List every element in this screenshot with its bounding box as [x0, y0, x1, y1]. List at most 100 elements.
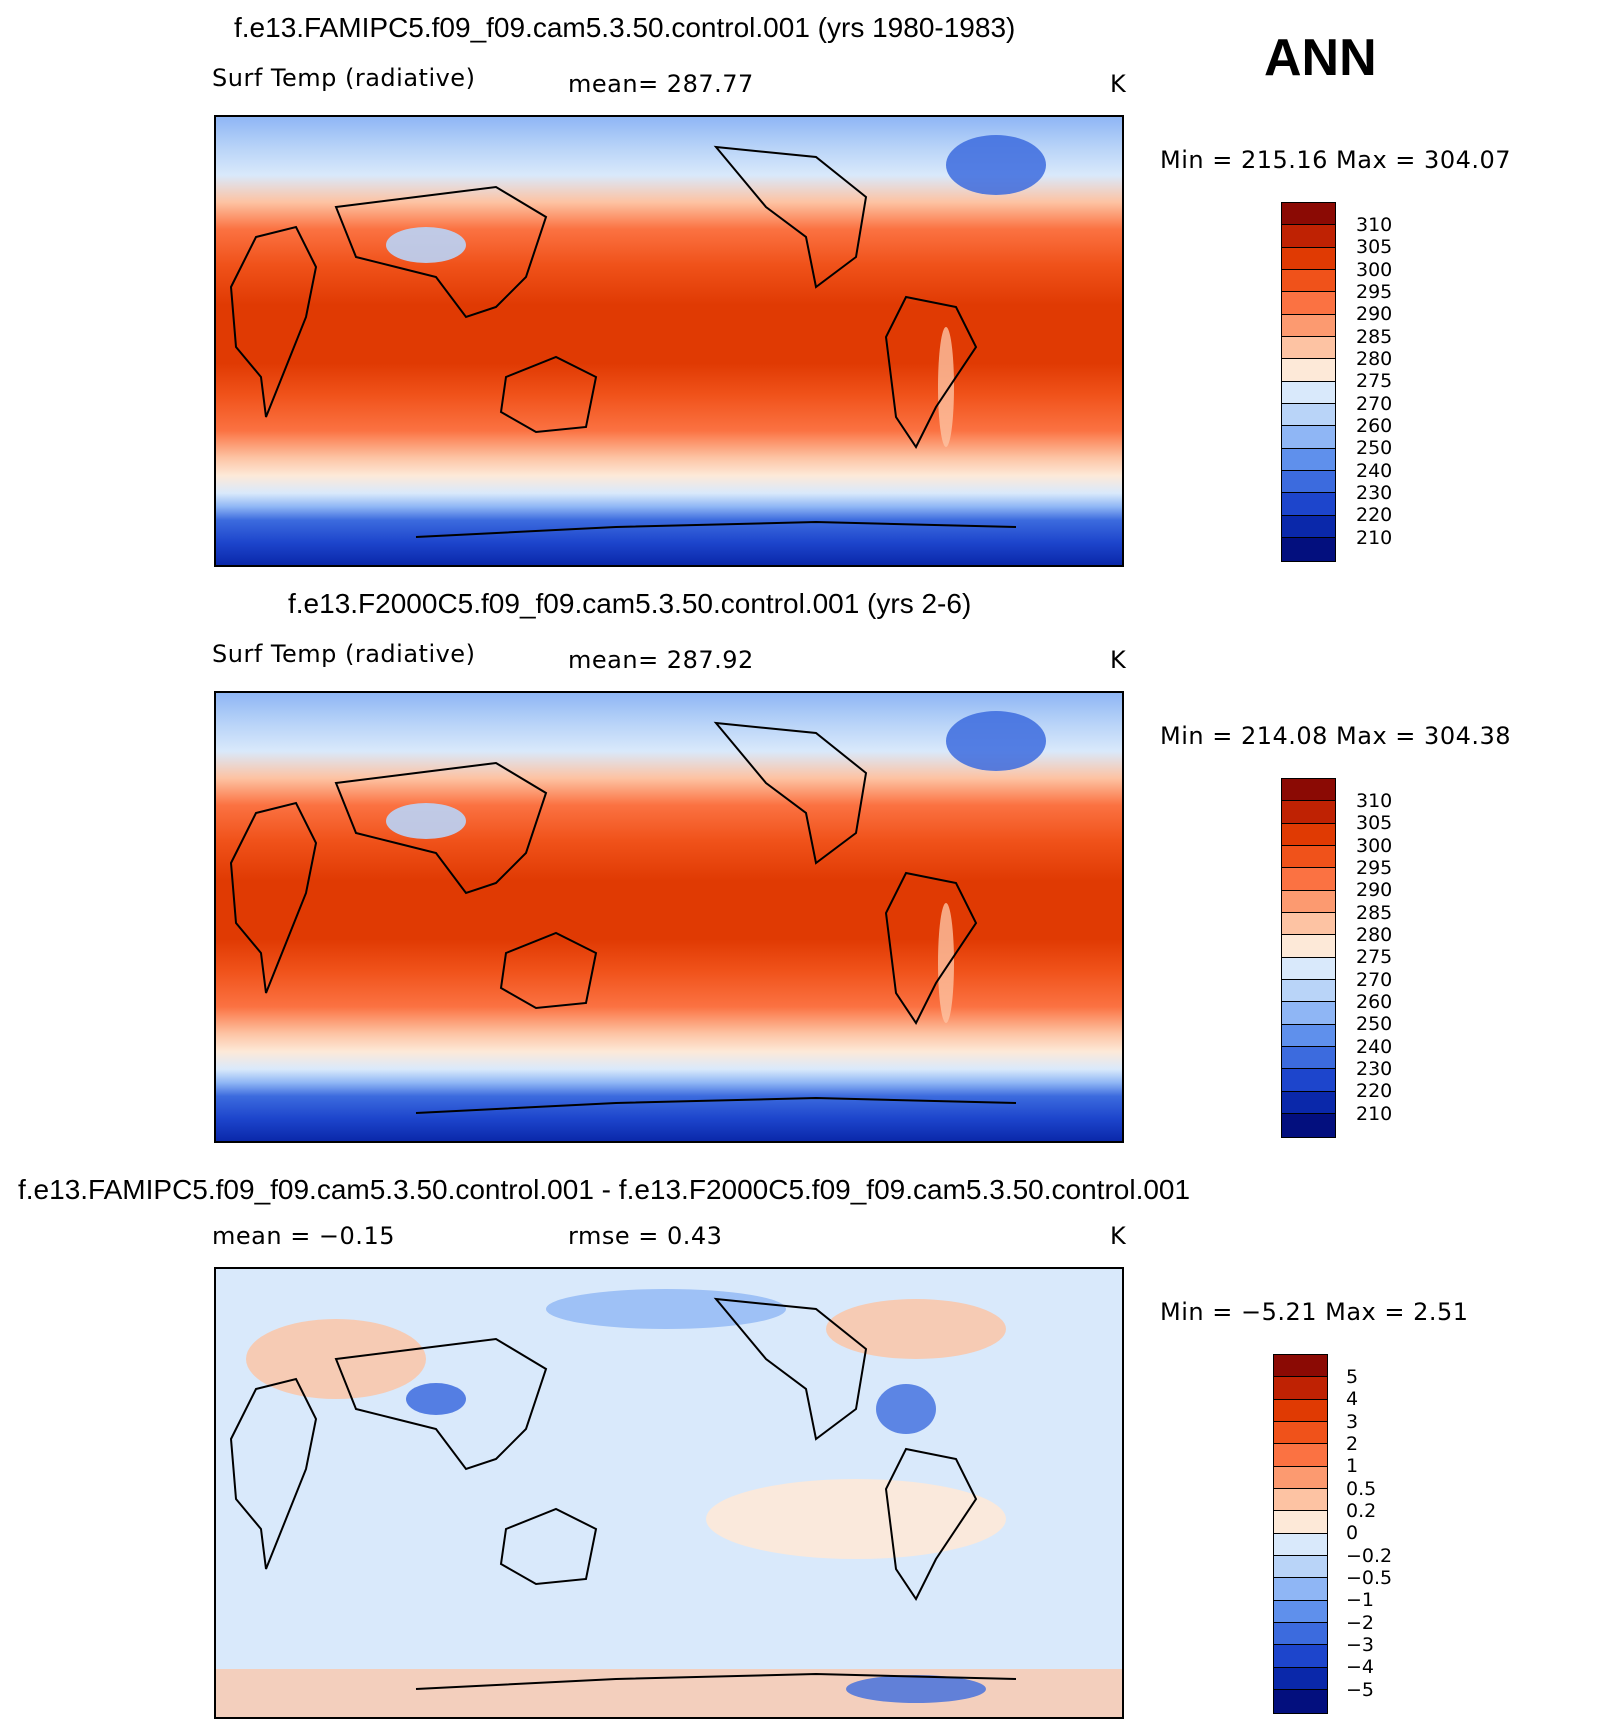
panel1-tick-15: 210	[1356, 527, 1393, 549]
panel1-colorbar-swatch-10	[1282, 404, 1335, 427]
panel1-colorbar-swatch-16	[1282, 538, 1335, 561]
panel3-colorbar-swatch-10	[1274, 1556, 1327, 1579]
panel3-cold-weddell	[846, 1675, 986, 1703]
panel2-field	[216, 693, 1122, 1141]
panel2-asia-coast	[334, 761, 548, 895]
panel3-colorbar-swatch-13	[1274, 1623, 1327, 1646]
panel3-map	[214, 1267, 1124, 1719]
panel2-tick-15: 210	[1356, 1103, 1393, 1125]
panel1-tick-12: 240	[1356, 460, 1393, 482]
panel2-andes	[938, 903, 954, 1023]
panel3-tick-7: 0.2	[1346, 1500, 1377, 1522]
panel1-variable-label: Surf Temp (radiative)	[212, 64, 476, 92]
panel3-colorbar-swatch-15	[1274, 1667, 1327, 1691]
panel3-warm-canada	[826, 1299, 1006, 1359]
panel3-south-america-coast	[884, 1447, 978, 1601]
panel3-cold-us	[876, 1384, 936, 1434]
panel2-colorbar-swatch-5	[1282, 868, 1335, 891]
panel2-mean-label: mean= 287.92	[568, 646, 754, 674]
panel3-title: f.e13.FAMIPC5.f09_f09.cam5.3.50.control.…	[18, 1174, 1191, 1205]
panel1-greenland-cold	[946, 135, 1046, 195]
panel3-tick-14: −4	[1346, 1656, 1375, 1678]
panel1-colorbar-swatch-13	[1282, 471, 1335, 494]
panel2-tick-7: 280	[1356, 924, 1393, 946]
panel1-units-label: K	[1110, 70, 1127, 98]
panel3-mean-label: mean = −0.15	[212, 1222, 395, 1250]
panel1-colorbar-swatch-6	[1282, 314, 1335, 338]
panel2-australia-coast	[499, 931, 598, 1010]
panel1-map-svg	[216, 117, 1122, 565]
panel3-africa-coast	[229, 1377, 318, 1570]
panel2-colorbar-swatch-12	[1282, 1024, 1335, 1048]
panel1-colorbar-swatch-3	[1282, 247, 1335, 271]
panel3-colorbar-swatch-6	[1274, 1466, 1327, 1490]
panel3-tick-4: 2	[1346, 1433, 1359, 1455]
panel3-tick-11: −1	[1346, 1589, 1375, 1611]
panel2-colorbar-swatch-9	[1282, 957, 1335, 981]
panel2-coastlines	[229, 721, 1017, 1114]
panel2-colorbar-swatch-8	[1282, 935, 1335, 958]
panel3-colorbar-swatch-16	[1274, 1690, 1327, 1713]
panel3-colorbar-swatch-3	[1274, 1399, 1327, 1423]
panel2-tick-10: 260	[1356, 991, 1393, 1013]
panel2-colorbar-swatch-1	[1282, 779, 1335, 802]
panel2-colorbar-swatch-10	[1282, 980, 1335, 1003]
panel2-antarctica-coast	[415, 1096, 1017, 1114]
panel1-colorbar-swatch-4	[1282, 270, 1335, 293]
panel3-tick-5: 1	[1346, 1455, 1359, 1477]
panel2-colorbar-swatch-15	[1282, 1091, 1335, 1115]
panel3-tick-2: 4	[1346, 1388, 1359, 1410]
panel2-tick-3: 300	[1356, 835, 1393, 857]
panel3-colorbar-swatch-1	[1274, 1355, 1327, 1378]
panel3-colorbar-swatch-2	[1274, 1377, 1327, 1400]
panel2-title: f.e13.F2000C5.f09_f09.cam5.3.50.control.…	[288, 588, 972, 619]
panel3-colorbar-swatch-4	[1274, 1422, 1327, 1445]
panel2-colorbar-swatch-13	[1282, 1047, 1335, 1070]
panel3-minmax: Min = −5.21 Max = 2.51	[1160, 1298, 1469, 1326]
panel1-title: f.e13.FAMIPC5.f09_f09.cam5.3.50.control.…	[234, 12, 1016, 43]
panel2-tick-4: 295	[1356, 857, 1393, 879]
panel3-tick-12: −2	[1346, 1612, 1375, 1634]
panel3-colorbar-swatch-12	[1274, 1600, 1327, 1624]
panel2-tick-12: 240	[1356, 1036, 1393, 1058]
panel1-tick-1: 310	[1356, 214, 1393, 236]
panel2-africa-coast	[229, 801, 318, 994]
panel2-greenland-cold	[946, 711, 1046, 771]
panel1-north-america-coast	[713, 145, 868, 289]
panel1-tick-4: 295	[1356, 281, 1393, 303]
panel2-colorbar-swatch-16	[1282, 1114, 1335, 1137]
panel3-colorbar-swatch-9	[1274, 1533, 1327, 1557]
panel1-australia-coast	[499, 355, 598, 434]
panel2-tick-14: 220	[1356, 1080, 1393, 1102]
panel1-map	[214, 115, 1124, 567]
panel3-tick-13: −3	[1346, 1634, 1375, 1656]
panel2-colorbar-swatch-4	[1282, 846, 1335, 869]
panel3-cold-northpacific	[546, 1289, 786, 1329]
panel3-colorbar-swatch-8	[1274, 1511, 1327, 1534]
panel1-tick-14: 220	[1356, 504, 1393, 526]
panel3-tick-8: 0	[1346, 1522, 1359, 1544]
panel1-colorbar-swatch-9	[1282, 381, 1335, 405]
panel1-andes	[938, 327, 954, 447]
panel1-mean-label: mean= 287.77	[568, 70, 754, 98]
panel1-tick-2: 305	[1356, 236, 1393, 258]
panel3-rmse-label: rmse = 0.43	[568, 1222, 723, 1250]
panel2-tick-9: 270	[1356, 969, 1393, 991]
panel1-tick-11: 250	[1356, 437, 1393, 459]
panel1-south-america-coast	[884, 295, 978, 449]
panel1-colorbar-swatch-15	[1282, 515, 1335, 539]
panel1-africa-coast	[229, 225, 318, 418]
panel2-colorbar-swatch-3	[1282, 823, 1335, 847]
panel3-tick-9: −0.2	[1346, 1545, 1393, 1567]
panel1-tick-7: 280	[1356, 348, 1393, 370]
panel1-colorbar-swatch-11	[1282, 426, 1335, 449]
panel3-tick-15: −5	[1346, 1679, 1375, 1701]
panel3-tick-10: −0.5	[1346, 1567, 1393, 1589]
panel2-colorbar	[1281, 778, 1336, 1138]
panel3-map-svg	[216, 1269, 1122, 1717]
panel1-tibet-cold	[386, 227, 466, 263]
panel3-warm-pacific	[706, 1479, 1006, 1559]
panel2-north-america-coast	[713, 721, 868, 865]
panel1-colorbar-swatch-1	[1282, 203, 1335, 226]
panel1-tick-6: 285	[1356, 326, 1393, 348]
